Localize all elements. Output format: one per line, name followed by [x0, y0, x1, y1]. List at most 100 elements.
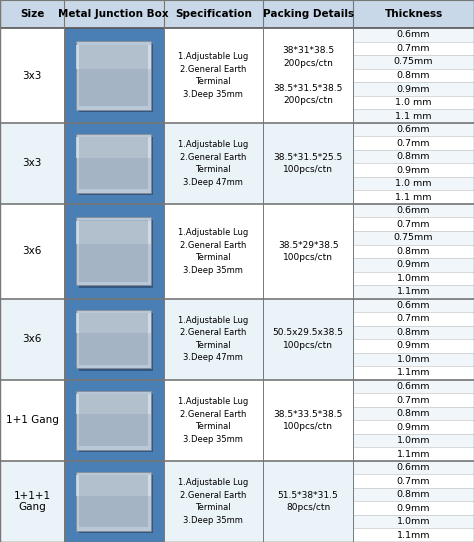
Bar	[76, 41, 151, 109]
Bar	[353, 163, 474, 177]
Bar	[353, 501, 474, 515]
Bar	[353, 299, 474, 312]
Bar	[353, 82, 474, 96]
Bar	[0, 380, 64, 461]
Text: 1.0mm: 1.0mm	[397, 517, 430, 526]
Text: 1.0mm: 1.0mm	[397, 274, 430, 283]
Text: 38.5*29*38.5
100pcs/ctn: 38.5*29*38.5 100pcs/ctn	[278, 241, 338, 262]
Bar	[64, 28, 164, 123]
Bar	[79, 221, 148, 282]
Text: 1.Adjustable Lug
2.General Earth
Terminal
3.Deep 35mm: 1.Adjustable Lug 2.General Earth Termina…	[178, 228, 248, 275]
Text: 1.1 mm: 1.1 mm	[395, 112, 432, 120]
Bar	[353, 380, 474, 393]
Text: 0.8mm: 0.8mm	[397, 71, 430, 80]
Bar	[79, 138, 148, 189]
Bar	[263, 28, 353, 123]
Bar	[76, 217, 151, 285]
Text: Thickness: Thickness	[384, 9, 443, 19]
Bar	[353, 42, 474, 55]
Text: 0.9mm: 0.9mm	[397, 504, 430, 513]
Text: 1.Adjustable Lug
2.General Earth
Terminal
3.Deep 35mm: 1.Adjustable Lug 2.General Earth Termina…	[178, 478, 248, 525]
Bar	[353, 353, 474, 366]
Text: 1.0mm: 1.0mm	[397, 436, 430, 445]
Bar	[64, 0, 164, 28]
Bar	[64, 299, 164, 380]
Bar	[353, 312, 474, 326]
Bar	[353, 244, 474, 258]
Bar	[0, 123, 64, 204]
Text: 0.6mm: 0.6mm	[397, 30, 430, 40]
Bar	[353, 123, 474, 137]
Bar	[353, 69, 474, 82]
Text: 0.8mm: 0.8mm	[397, 152, 430, 161]
Bar	[353, 123, 474, 204]
Bar	[76, 45, 151, 69]
Bar	[164, 461, 263, 542]
Bar	[263, 0, 353, 28]
Bar	[353, 109, 474, 123]
Bar	[353, 204, 474, 299]
Text: 1.1mm: 1.1mm	[397, 450, 430, 459]
Text: 51.5*38*31.5
80pcs/ctn: 51.5*38*31.5 80pcs/ctn	[278, 491, 338, 512]
Bar	[0, 28, 64, 123]
Text: 1.0mm: 1.0mm	[397, 355, 430, 364]
Bar	[263, 299, 353, 380]
Text: 0.9mm: 0.9mm	[397, 423, 430, 431]
Bar	[353, 420, 474, 434]
Bar	[353, 407, 474, 420]
Bar	[64, 204, 164, 299]
Bar	[64, 461, 164, 542]
Text: 0.9mm: 0.9mm	[397, 341, 430, 351]
Bar	[353, 96, 474, 109]
Text: 1.Adjustable Lug
2.General Earth
Terminal
3.Deep 47mm: 1.Adjustable Lug 2.General Earth Termina…	[178, 140, 248, 186]
Bar	[164, 123, 263, 204]
Text: Metal Junction Box: Metal Junction Box	[58, 9, 169, 19]
Text: 0.7mm: 0.7mm	[397, 44, 430, 53]
Bar	[353, 326, 474, 339]
Bar	[353, 285, 474, 299]
Bar	[79, 395, 148, 446]
Bar	[353, 461, 474, 474]
Text: 1.1mm: 1.1mm	[397, 369, 430, 377]
Text: 0.6mm: 0.6mm	[397, 301, 430, 310]
Bar	[79, 475, 154, 533]
Text: 38.5*33.5*38.5
100pcs/ctn: 38.5*33.5*38.5 100pcs/ctn	[273, 410, 343, 431]
Bar	[353, 339, 474, 353]
Bar	[79, 313, 154, 371]
Text: 0.7mm: 0.7mm	[397, 139, 430, 147]
Bar	[76, 394, 151, 415]
Bar	[353, 28, 474, 42]
Text: 0.6mm: 0.6mm	[397, 125, 430, 134]
Bar	[76, 391, 151, 449]
Bar	[353, 528, 474, 542]
Text: 50.5x29.5x38.5
100pcs/ctn: 50.5x29.5x38.5 100pcs/ctn	[273, 328, 344, 350]
Bar	[79, 44, 154, 112]
Bar	[76, 313, 151, 333]
Bar	[353, 447, 474, 461]
Text: 0.7mm: 0.7mm	[397, 220, 430, 229]
Text: 0.8mm: 0.8mm	[397, 490, 430, 499]
Bar	[353, 150, 474, 163]
Text: 38.5*31.5*25.5
100pcs/ctn: 38.5*31.5*25.5 100pcs/ctn	[273, 153, 343, 174]
Bar	[164, 380, 263, 461]
Text: 0.6mm: 0.6mm	[397, 382, 430, 391]
Bar	[353, 55, 474, 69]
Text: 0.8mm: 0.8mm	[397, 247, 430, 256]
Text: 1.Adjustable Lug
2.General Earth
Terminal
3.Deep 35mm: 1.Adjustable Lug 2.General Earth Termina…	[178, 52, 248, 99]
Text: 3x6: 3x6	[22, 246, 42, 256]
Bar	[353, 366, 474, 380]
Bar	[164, 28, 263, 123]
Bar	[79, 220, 154, 288]
Text: 1.0 mm: 1.0 mm	[395, 179, 432, 188]
Bar	[353, 177, 474, 190]
Bar	[0, 204, 64, 299]
Bar	[353, 299, 474, 380]
Text: 3x6: 3x6	[22, 334, 42, 344]
Bar	[353, 461, 474, 542]
Bar	[76, 221, 151, 244]
Text: 0.8mm: 0.8mm	[397, 328, 430, 337]
Bar	[263, 461, 353, 542]
Text: 1.1mm: 1.1mm	[397, 287, 430, 296]
Text: 1.0 mm: 1.0 mm	[395, 98, 432, 107]
Bar	[0, 299, 64, 380]
